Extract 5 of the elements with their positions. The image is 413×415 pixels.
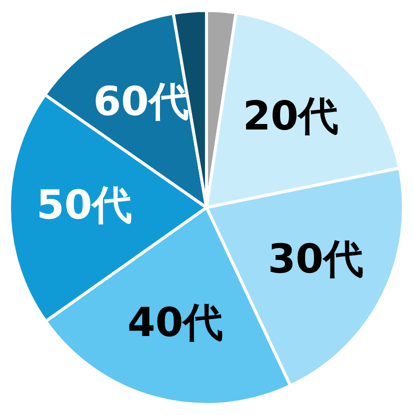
slice-label: 30代 bbox=[268, 236, 364, 283]
slice-label: 20代 bbox=[242, 93, 339, 140]
slice-label: 40代 bbox=[128, 300, 224, 346]
slice-label: 60代 bbox=[93, 78, 189, 125]
slice-label: 50代 bbox=[36, 182, 132, 228]
